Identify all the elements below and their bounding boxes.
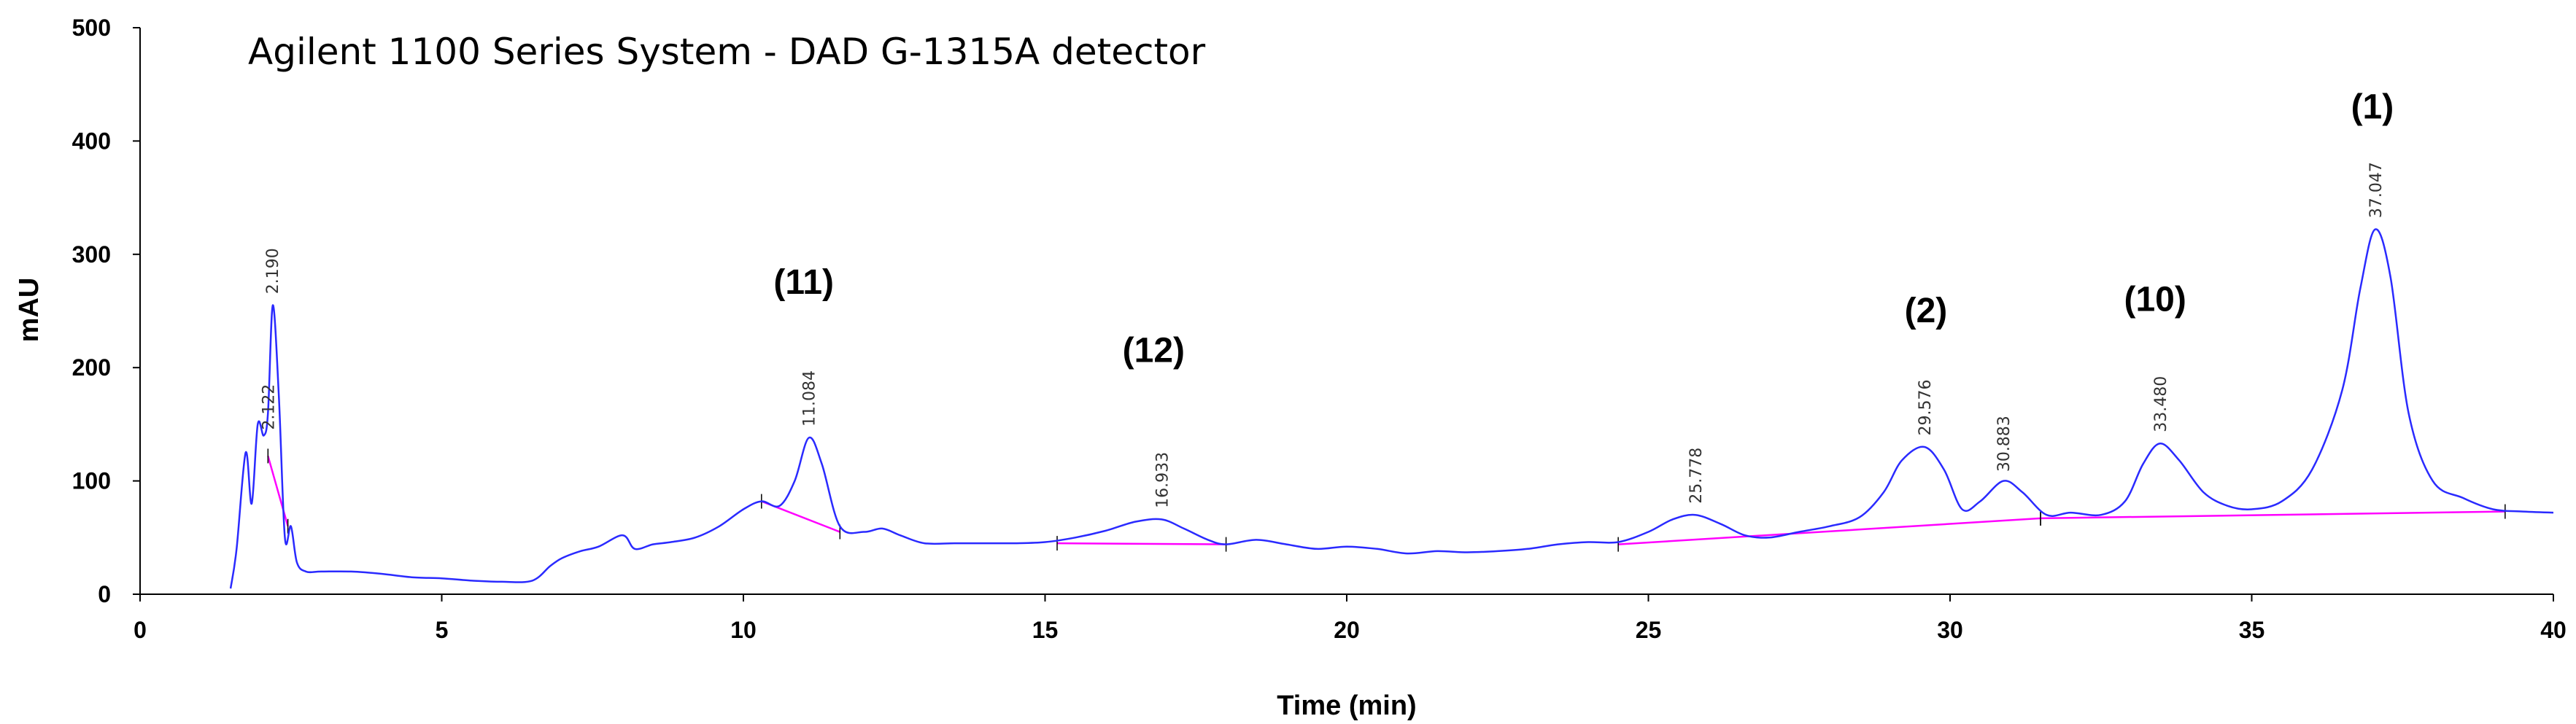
x-tick-label: 5: [436, 617, 449, 643]
peak-annotation: (12): [1123, 331, 1185, 370]
integration-baseline: [1057, 542, 1226, 545]
y-tick-label: 500: [72, 15, 111, 41]
retention-time-label: 16.933: [1153, 452, 1172, 508]
peak-annotation: (2): [1905, 292, 1948, 330]
chromatogram-trace: [229, 228, 2554, 589]
x-axis-title: Time (min): [1277, 690, 1416, 721]
x-tick-label: 20: [1334, 617, 1360, 643]
retention-time-label: 25.778: [1687, 448, 1706, 504]
retention-time-label: 33.480: [2152, 376, 2170, 432]
retention-time-label: 2.190: [264, 248, 282, 294]
retention-time-label: 30.883: [1995, 416, 2014, 472]
x-tick-label: 10: [730, 617, 757, 643]
retention-time-labels: 2.122 2.190 11.084 16.933 25.778 29.576 30.883…: [260, 162, 2385, 508]
x-tick-label: 25: [1636, 617, 1662, 643]
peak-identifiers: (11) (12) (2) (10) (1): [773, 87, 2394, 370]
y-tick-label: 100: [72, 468, 111, 494]
y-tick-label: 0: [98, 581, 111, 607]
integration-baseline: [267, 456, 289, 527]
x-tick-label: 35: [2239, 617, 2265, 643]
retention-time-label: 11.084: [801, 370, 819, 427]
integration-baseline: [2041, 510, 2505, 520]
retention-time-label: 37.047: [2367, 162, 2386, 218]
peak-annotation: (11): [773, 263, 834, 302]
peak-annotation: (1): [2351, 87, 2394, 126]
x-tick-label: 15: [1032, 617, 1059, 643]
peak-annotation: (10): [2124, 281, 2186, 319]
y-tick-label: 200: [72, 354, 111, 381]
retention-time-label: 29.576: [1916, 379, 1935, 435]
retention-time-label: 2.122: [260, 384, 278, 430]
x-tick-label: 40: [2540, 617, 2567, 643]
x-tick-label: 0: [134, 617, 147, 643]
y-axis-title: mAU: [14, 278, 45, 343]
integration-baselines: [267, 448, 2506, 552]
y-tick-label: 300: [72, 241, 111, 268]
axes: 0 100 200 300 400 500 0 5 10 15 20 25 30 35 40: [72, 15, 2567, 643]
series-line: [229, 228, 2554, 589]
x-tick-label: 30: [1937, 617, 1963, 643]
chart-title: Agilent 1100 Series System - DAD G-1315A…: [248, 31, 1206, 73]
integration-baseline: [1618, 517, 2041, 545]
y-tick-label: 400: [72, 128, 111, 154]
